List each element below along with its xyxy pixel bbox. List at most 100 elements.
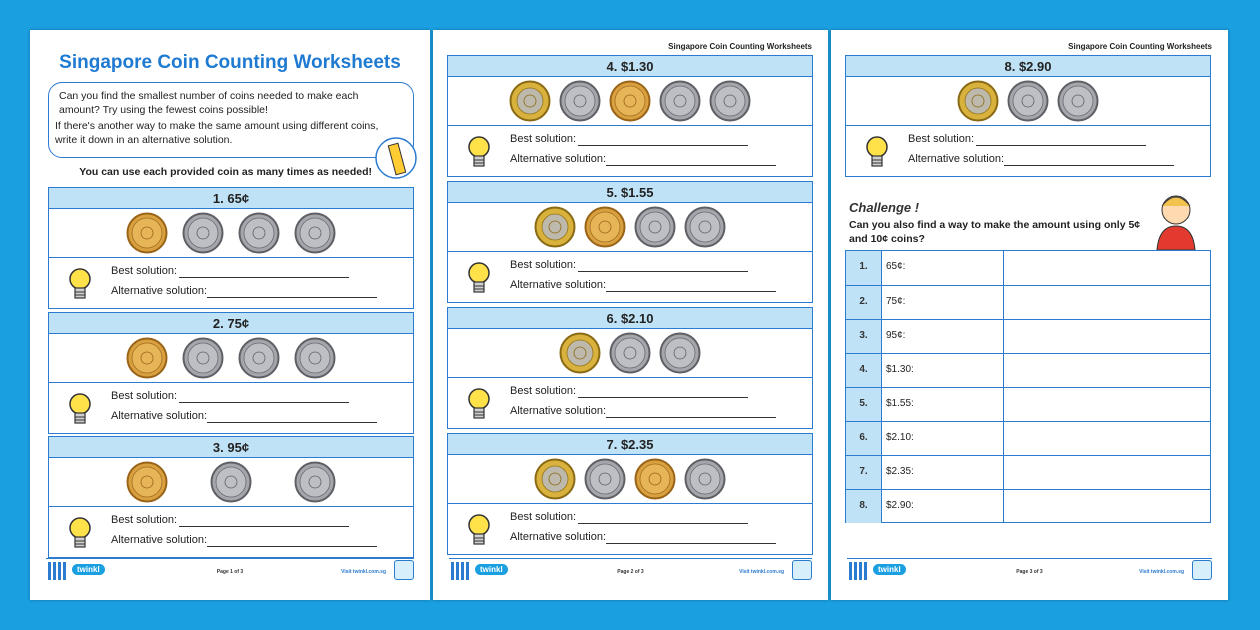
coin [182,337,224,379]
row-amount: $1.55: [882,388,1004,421]
alt-label: Alternative solution: [111,410,207,422]
site-url: Visit twinkl.com.sg [1139,569,1184,575]
answer-line [179,526,349,527]
twinkl-logo: twinkl [72,564,105,575]
problem-heading: 4. $1.30 [448,56,812,77]
pencil-icon [374,136,418,184]
answer-line [207,546,377,547]
answer-line [578,523,748,524]
best-label: Best solution: [111,265,178,277]
coin [1007,80,1049,122]
coin-row [846,77,1210,126]
alt-label: Alternative solution: [510,279,606,291]
problem-box: 5. $1.55 Best solution: Alternative soluti… [447,181,813,303]
problem-box: 2. 75¢ Best solution: Alternative solution… [48,312,414,434]
lightbulb-icon [468,388,490,419]
coin [709,80,751,122]
alt-label: Alternative solution: [111,285,207,297]
coin [294,461,336,503]
worksheet-title: Singapore Coin Counting Worksheets [59,52,401,73]
coin [684,206,726,248]
coin [294,337,336,379]
table-row: 2. 75¢: [846,285,1210,319]
alt-label: Alternative solution: [510,531,606,543]
lightbulb-icon [468,262,490,293]
qr-code [48,562,66,580]
table-row: 3. 95¢: [846,319,1210,353]
row-number: 7. [846,456,882,489]
alt-label: Alternative solution: [111,534,207,546]
table-row: 5. $1.55: [846,387,1210,421]
answer-line [606,543,776,544]
row-amount: 75¢: [882,286,1004,319]
coin-row [49,334,413,383]
coin [238,212,280,254]
answer-line [606,417,776,418]
coin [182,212,224,254]
table-row: 6. $2.10: [846,421,1210,455]
table-row: 8. $2.90: [846,489,1210,523]
coin [210,461,252,503]
site-url: Visit twinkl.com.sg [341,569,386,575]
coin [126,461,168,503]
coin [634,206,676,248]
row-number: 2. [846,286,882,319]
twinkl-logo: twinkl [475,564,508,575]
problem-heading: 6. $2.10 [448,308,812,329]
coin [238,337,280,379]
row-number: 3. [846,320,882,353]
note-text: You can use each provided coin as many t… [79,166,372,178]
page-number: Page 2 of 3 [617,569,644,575]
qr-code [849,562,867,580]
qr-code [451,562,469,580]
coin [634,458,676,500]
lightbulb-icon [69,393,91,424]
lightbulb [67,514,93,554]
answer-line [207,422,377,423]
coin [294,212,336,254]
row-amount: $2.90: [882,490,1004,523]
answer-table: 1. 65¢: 2. 75¢: 3. 95¢: 4. $1.30: 5. $1.55: 6. $2.1… [845,250,1211,523]
problem-box: 6. $2.10 Best solution: Alternative soluti… [447,307,813,429]
problem-heading: 5. $1.55 [448,182,812,203]
lightbulb-icon [468,514,490,545]
lightbulb [466,259,492,299]
intro-text: If there's another way to make the same … [55,120,379,146]
lightbulb [864,133,890,173]
coin [1057,80,1099,122]
child-illustration [1153,192,1199,251]
lightbulb [67,390,93,430]
page-header: Singapore Coin Counting Worksheets [668,42,812,51]
row-amount: 65¢: [882,251,1004,285]
coin [659,332,701,374]
answer-line [578,271,748,272]
challenge-text: Can you also find a way to make the amou… [849,219,1141,245]
page-number: Page 1 of 3 [216,569,244,575]
row-number: 6. [846,422,882,455]
best-label: Best solution: [510,385,577,397]
intro-text: Can you find the smallest number of coin… [59,90,359,116]
alt-label: Alternative solution: [908,153,1004,165]
site-url: Visit twinkl.com.sg [739,569,784,575]
problem-heading: 3. 95¢ [49,437,413,458]
table-row: 1. 65¢: [846,251,1210,285]
coin-row [448,329,812,378]
lightbulb [67,265,93,305]
table-row: 7. $2.35: [846,455,1210,489]
problem-box: 4. $1.30 Best solution: Alternative soluti… [447,55,813,177]
coin [584,458,626,500]
alt-label: Alternative solution: [510,153,606,165]
challenge-title: Challenge ! [849,200,920,215]
coin [126,212,168,254]
coin [509,80,551,122]
problem-box: 1. 65¢ Best solution: Alternative solution… [48,187,414,309]
best-label: Best solution: [111,390,178,402]
lightbulb-icon [866,136,888,167]
best-label: Best solution: [510,259,577,271]
lightbulb [466,385,492,425]
page-header: Singapore Coin Counting Worksheets [1068,42,1212,51]
badge-icon [394,560,414,580]
problem-box: 3. 95¢ Best solution: Alternative solution… [48,436,414,558]
table-row: 4. $1.30: [846,353,1210,387]
